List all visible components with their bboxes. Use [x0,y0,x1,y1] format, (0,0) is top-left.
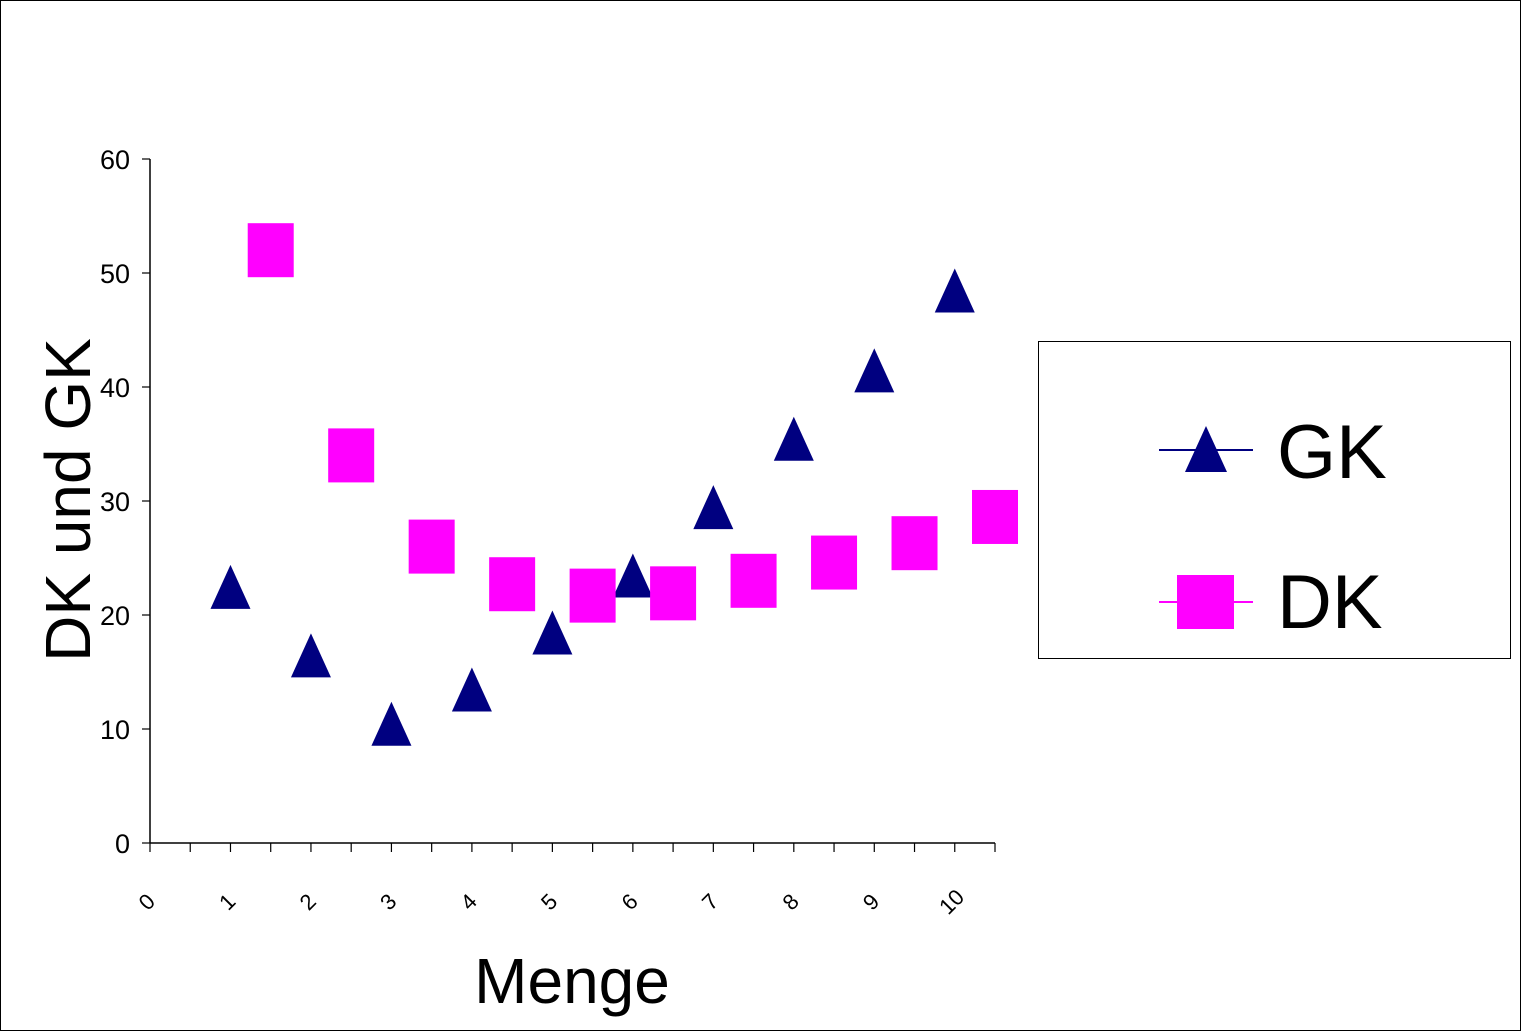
square-marker-icon [1159,575,1253,629]
data-point-gk [612,553,653,598]
x-tick-label: 2 [295,889,321,915]
x-axis: 0 1 2 3 4 5 6 7 8 9 10 [134,842,996,919]
legend-entry-gk: GK [1039,402,1510,502]
data-point-dk [489,557,536,612]
data-point-dk [408,519,455,574]
data-point-gk [210,564,251,609]
y-tick-label: 0 [115,829,130,859]
x-tick-label: 3 [375,889,401,915]
legend: GK DK [1038,341,1511,659]
legend-label-gk: GK [1277,410,1387,495]
x-tick-label: 4 [456,889,482,915]
legend-label-dk: DK [1277,560,1383,645]
y-tick-label: 60 [100,145,130,175]
data-point-gk [773,416,814,461]
data-point-dk [891,516,938,571]
x-tick-label: 0 [134,889,160,915]
y-tick-label: 40 [100,373,130,403]
data-point-dk [247,223,294,278]
x-tick-label: 6 [616,889,642,915]
series-dk [247,223,1018,623]
x-axis-title: Menge [474,945,670,1017]
x-tick-label: 9 [858,889,884,915]
triangle-marker-icon [1159,426,1253,472]
y-axis: 0 10 20 30 40 50 60 [100,145,151,859]
plot-area [210,223,1018,746]
data-point-gk [371,701,412,746]
data-point-gk [934,268,975,313]
y-tick-label: 20 [100,601,130,631]
data-point-gk [693,485,734,530]
data-point-dk [972,489,1018,544]
x-tick-label: 1 [214,889,240,915]
y-axis-title: DK und GK [32,338,104,662]
data-point-dk [730,553,777,608]
x-tick-label: 10 [934,884,969,919]
x-tick-label: 8 [777,889,803,915]
y-tick-label: 30 [100,487,130,517]
data-point-dk [328,428,375,483]
data-point-gk [290,633,331,678]
data-point-gk [451,667,492,712]
y-tick-label: 10 [100,715,130,745]
data-point-gk [854,348,895,393]
data-point-dk [569,568,616,623]
series-gk [210,268,975,746]
data-point-dk [650,566,697,621]
data-point-dk [811,535,858,590]
x-tick-label: 5 [536,889,562,915]
legend-entry-dk: DK [1039,552,1510,652]
data-point-gk [532,610,573,655]
y-tick-label: 50 [100,259,130,289]
x-tick-label: 7 [697,889,723,915]
